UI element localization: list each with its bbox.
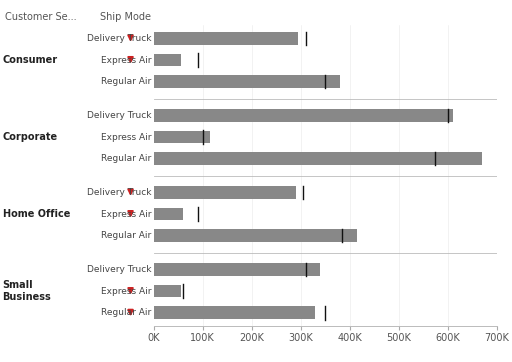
Bar xyxy=(154,75,340,88)
Bar xyxy=(154,186,296,199)
Text: Express Air: Express Air xyxy=(100,287,151,296)
Text: Customer Se...: Customer Se... xyxy=(5,12,77,22)
Bar xyxy=(154,152,482,165)
Text: Regular Air: Regular Air xyxy=(101,308,151,317)
Text: Delivery Truck: Delivery Truck xyxy=(87,265,151,274)
Bar xyxy=(154,230,357,242)
Text: Delivery Truck: Delivery Truck xyxy=(87,34,151,43)
Bar xyxy=(154,109,453,122)
Text: Ship Mode: Ship Mode xyxy=(100,12,151,22)
Bar xyxy=(154,54,181,66)
Text: Small
Business: Small Business xyxy=(3,280,51,302)
Bar xyxy=(154,131,210,143)
Bar xyxy=(154,285,181,297)
Bar xyxy=(154,32,298,45)
Text: Regular Air: Regular Air xyxy=(101,77,151,86)
Bar xyxy=(154,208,183,220)
Text: Regular Air: Regular Air xyxy=(101,154,151,163)
Bar xyxy=(154,307,315,319)
Text: Home Office: Home Office xyxy=(3,209,70,219)
Text: Regular Air: Regular Air xyxy=(101,231,151,240)
Bar xyxy=(154,263,320,276)
Text: Delivery Truck: Delivery Truck xyxy=(87,188,151,197)
Text: Corporate: Corporate xyxy=(3,132,58,142)
Text: Delivery Truck: Delivery Truck xyxy=(87,111,151,120)
Text: Consumer: Consumer xyxy=(3,55,58,65)
Text: Express Air: Express Air xyxy=(100,210,151,219)
Text: Express Air: Express Air xyxy=(100,55,151,64)
Text: Express Air: Express Air xyxy=(100,132,151,142)
